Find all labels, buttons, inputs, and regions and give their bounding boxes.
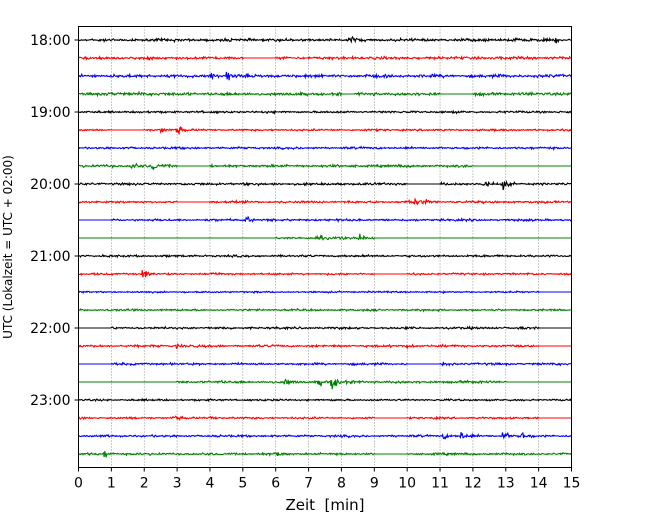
trace-2300 <box>78 397 572 403</box>
trace-1945 <box>78 162 572 171</box>
trace-line <box>78 378 572 390</box>
plot-frame <box>78 26 572 468</box>
trace-1915 <box>78 126 572 135</box>
trace-line <box>78 54 572 62</box>
trace-2100 <box>78 253 572 259</box>
trace-line <box>78 415 572 421</box>
x-tick-label: 14 <box>530 476 548 492</box>
trace-2130 <box>78 290 572 295</box>
trace-2115 <box>78 270 572 278</box>
trace-line <box>78 126 572 135</box>
trace-1900 <box>78 109 572 115</box>
x-tick-label: 8 <box>337 476 346 492</box>
trace-line <box>78 397 572 403</box>
trace-line <box>78 145 572 152</box>
trace-line <box>78 162 572 171</box>
trace-line <box>78 343 572 351</box>
trace-line <box>78 179 572 191</box>
trace-line <box>78 450 572 458</box>
x-tick-label: 4 <box>206 476 215 492</box>
x-tick-label: 12 <box>464 476 482 492</box>
y-tick-label: 18:00 <box>30 33 70 49</box>
trace-1830 <box>78 71 572 81</box>
x-tick-label: 11 <box>431 476 449 492</box>
trace-1815 <box>78 54 572 62</box>
trace-2030 <box>78 215 572 223</box>
trace-1930 <box>78 145 572 152</box>
trace-line <box>78 90 572 98</box>
trace-line <box>78 253 572 259</box>
trace-2330 <box>78 431 572 440</box>
trace-line <box>78 325 572 331</box>
trace-1845 <box>78 90 572 98</box>
x-tick-label: 2 <box>140 476 149 492</box>
trace-1800 <box>78 35 572 44</box>
trace-line <box>78 215 572 223</box>
y-tick-label: 19:00 <box>30 105 70 121</box>
trace-line <box>78 270 572 278</box>
x-axis-ticks: 0 1 2 3 4 5 6 7 8 9 10 11 12 13 14 15 <box>74 467 581 492</box>
x-tick-label: 15 <box>563 476 581 492</box>
x-tick-label: 0 <box>74 476 83 492</box>
trace-2000 <box>78 179 572 191</box>
trace-line <box>78 233 572 241</box>
trace-2145 <box>78 307 572 313</box>
trace-2230 <box>78 361 572 367</box>
y-tick-label: 21:00 <box>30 249 70 265</box>
y-tick-label: 23:00 <box>30 393 70 409</box>
y-axis-ticks: 18:00 19:00 20:00 21:00 22:00 23:00 <box>30 33 79 409</box>
x-tick-label: 1 <box>107 476 116 492</box>
trace-2015 <box>78 197 572 206</box>
trace-line <box>78 71 572 81</box>
y-tick-label: 22:00 <box>30 321 70 337</box>
x-tick-label: 6 <box>271 476 280 492</box>
trace-2045 <box>78 233 572 241</box>
x-tick-label: 5 <box>238 476 247 492</box>
trace-2245 <box>78 378 572 390</box>
seismic-traces <box>78 35 572 458</box>
trace-line <box>78 431 572 440</box>
trace-line <box>78 290 572 295</box>
trace-line <box>78 109 572 115</box>
x-tick-label: 10 <box>398 476 416 492</box>
trace-line <box>78 35 572 44</box>
x-tick-label: 7 <box>304 476 313 492</box>
trace-line <box>78 361 572 367</box>
x-tick-label: 13 <box>497 476 515 492</box>
trace-2315 <box>78 415 572 421</box>
trace-2215 <box>78 343 572 351</box>
x-tick-label: 9 <box>370 476 379 492</box>
trace-2345 <box>78 450 572 458</box>
trace-line <box>78 197 572 206</box>
vertical-gridlines <box>111 26 539 468</box>
x-tick-label: 3 <box>173 476 182 492</box>
trace-line <box>78 307 572 313</box>
y-axis-label: UTC (Lokalzeit = UTC + 02:00) <box>1 155 15 339</box>
y-tick-label: 20:00 <box>30 177 70 193</box>
x-axis-label: Zeit [min] <box>285 496 364 514</box>
trace-2200 <box>78 325 572 331</box>
